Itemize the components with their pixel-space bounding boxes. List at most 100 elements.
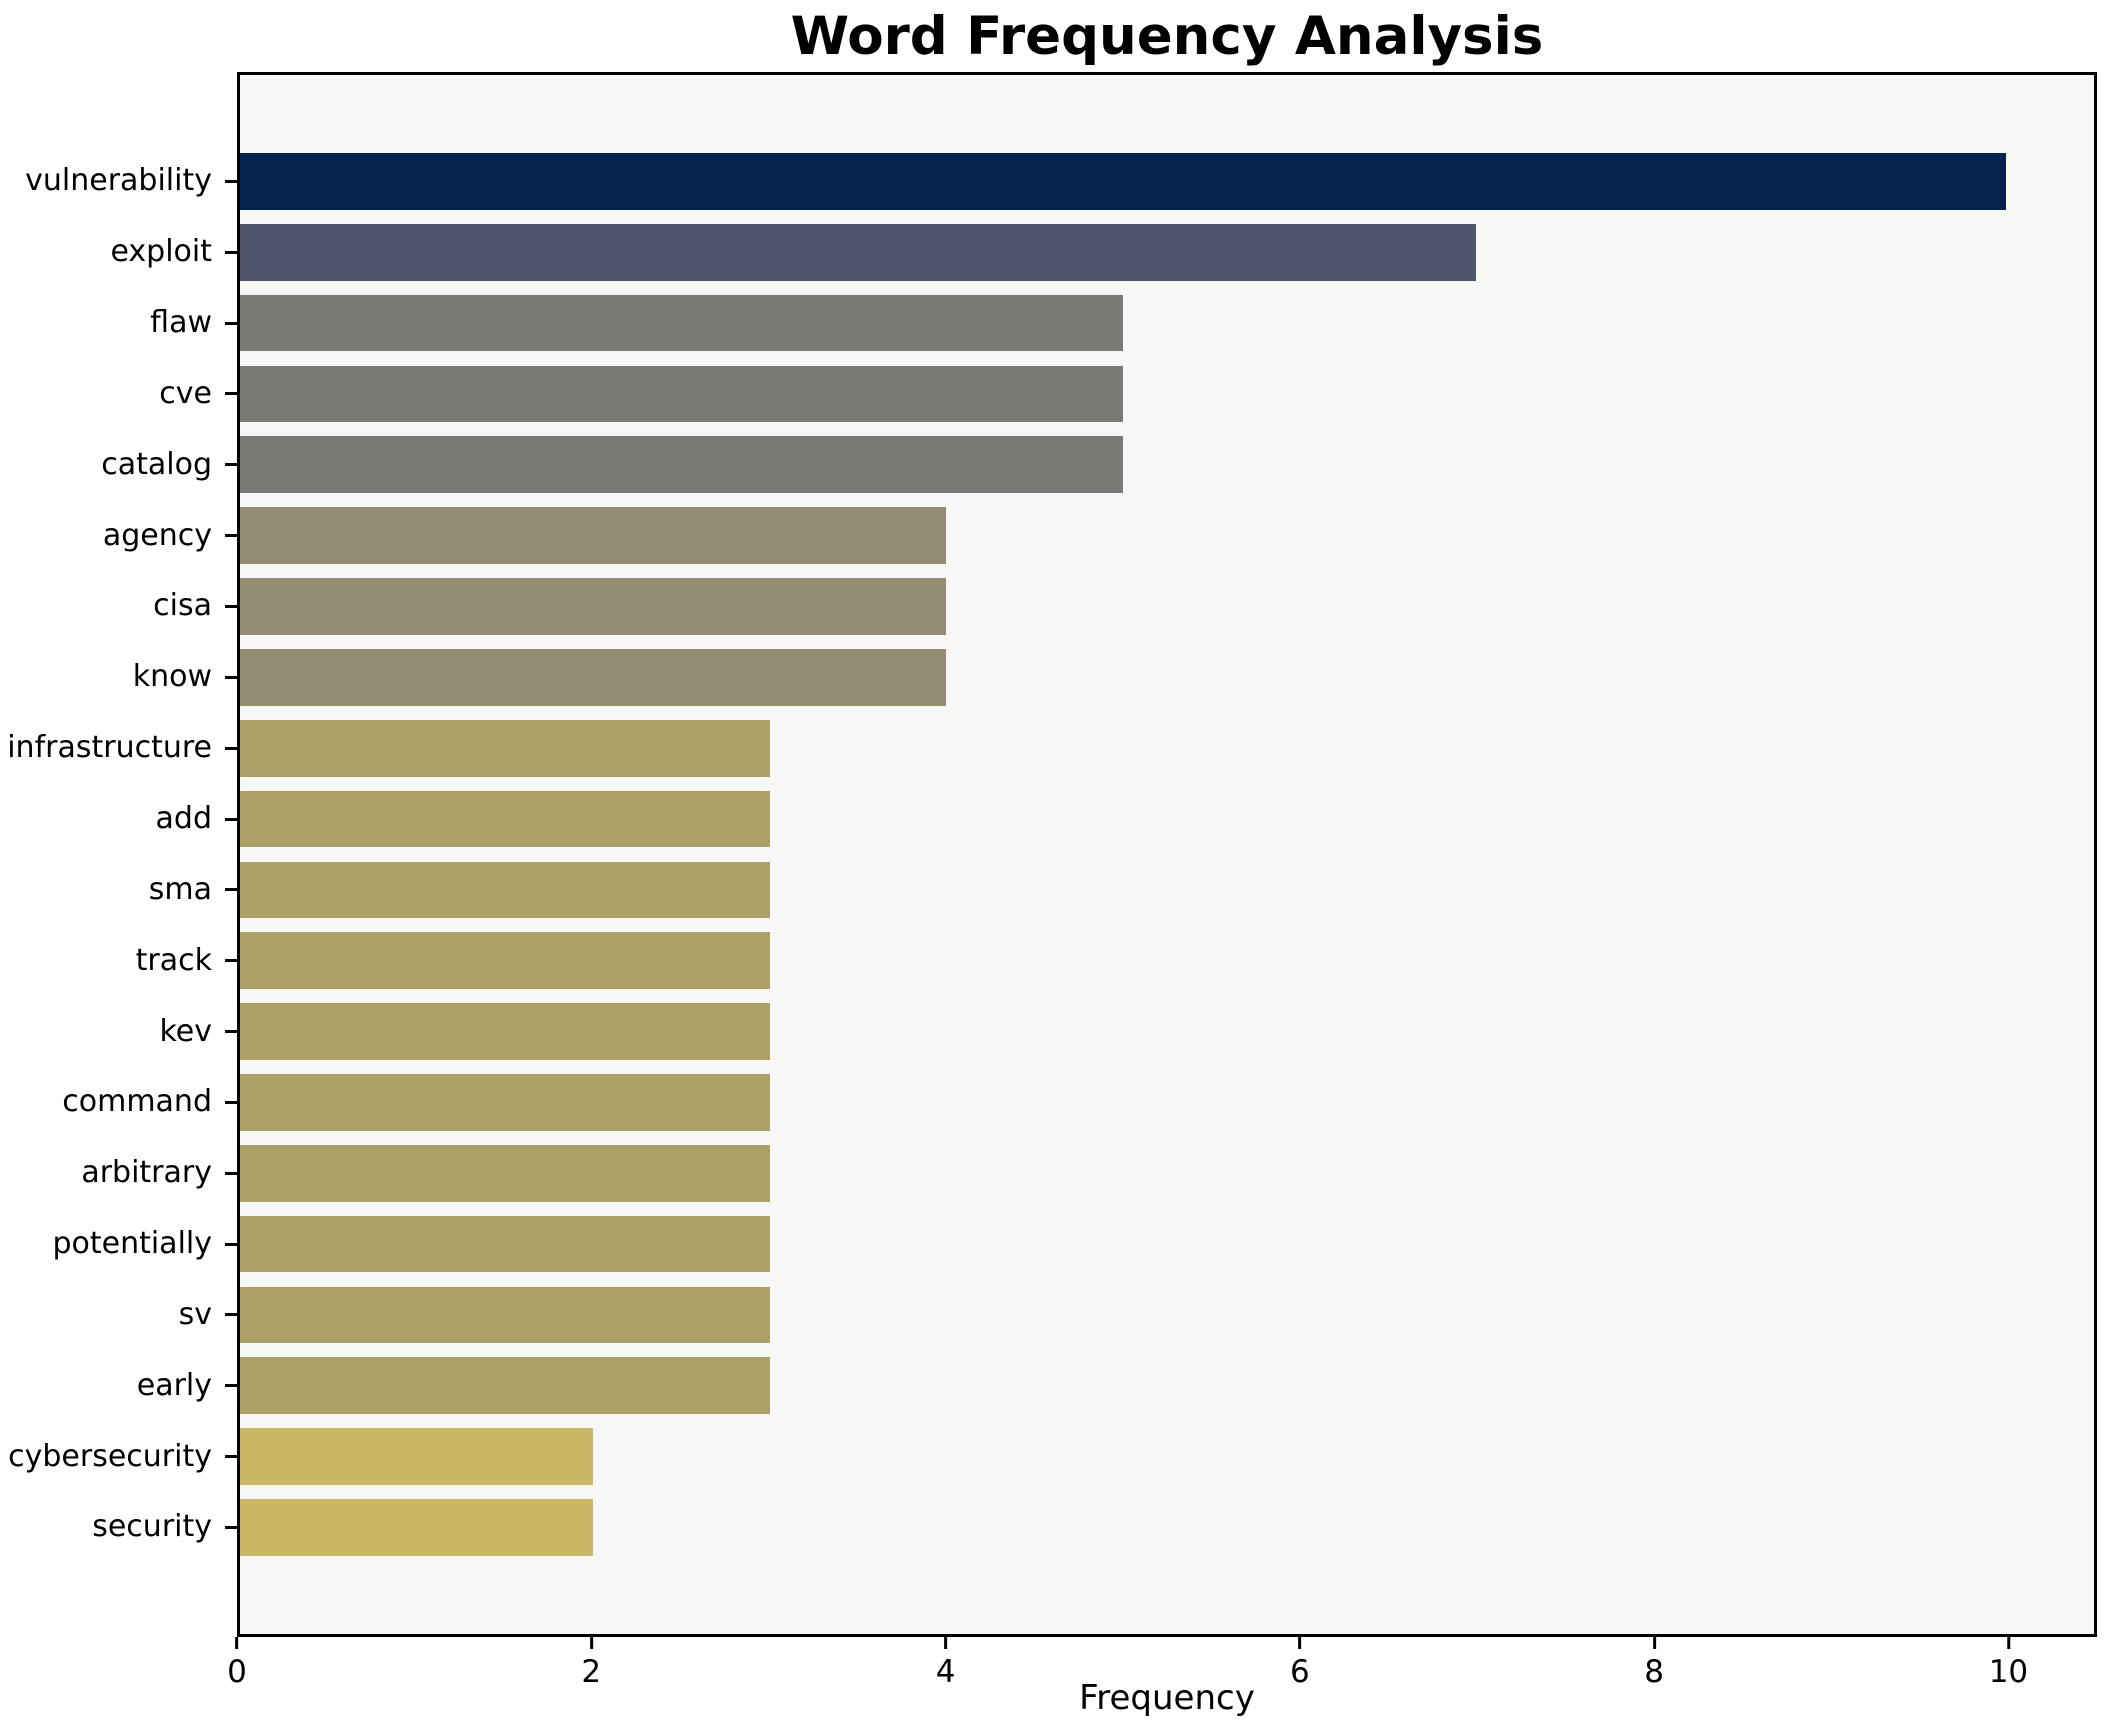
- y-tick-row: cybersecurity: [0, 1421, 237, 1492]
- y-tick-row: kev: [0, 996, 237, 1067]
- bar-vulnerability: [240, 153, 2006, 210]
- bar-row: [240, 713, 2094, 784]
- bar-row: [240, 996, 2094, 1067]
- x-tick-mark: [589, 1637, 593, 1649]
- x-tick: 8: [1644, 1637, 1664, 1688]
- x-tick-mark: [2006, 1637, 2010, 1649]
- x-tick-label: 8: [1644, 1654, 1665, 1690]
- x-tick-mark: [1652, 1637, 1656, 1649]
- bar-row: [240, 288, 2094, 359]
- y-tick-row: potentially: [0, 1209, 237, 1280]
- x-axis: 0 2 4 6 8 10: [227, 1637, 2097, 1717]
- y-tick-mark: [225, 1525, 237, 1529]
- y-tick-label: kev: [159, 1013, 212, 1049]
- bar-know: [240, 648, 947, 706]
- y-tick-row: infrastructure: [0, 713, 237, 784]
- y-tick-mark: [225, 675, 237, 679]
- bar-row: [240, 1209, 2094, 1280]
- y-tick-label: cve: [159, 375, 212, 411]
- y-tick-row: exploit: [0, 217, 237, 288]
- y-tick-row: early: [0, 1350, 237, 1421]
- y-tick-row: command: [0, 1067, 237, 1138]
- bar-infrastructure: [240, 719, 770, 777]
- y-tick-label: cisa: [153, 588, 212, 624]
- bar-row: [240, 571, 2094, 642]
- x-tick-label: 2: [581, 1654, 602, 1690]
- y-tick-row: sv: [0, 1280, 237, 1351]
- y-tick-mark: [225, 250, 237, 254]
- y-tick-label: exploit: [110, 234, 212, 270]
- bar-row: [240, 1492, 2094, 1563]
- y-tick-mark: [225, 179, 237, 183]
- bar-row: [240, 217, 2094, 288]
- y-tick-mark: [225, 1455, 237, 1459]
- y-tick-row: track: [0, 925, 237, 996]
- y-tick-row: sma: [0, 854, 237, 925]
- y-tick-label: arbitrary: [81, 1155, 212, 1191]
- bar-row: [240, 429, 2094, 500]
- y-tick-mark: [225, 392, 237, 396]
- plot-area: [237, 72, 2097, 1637]
- x-tick-mark: [1298, 1637, 1302, 1649]
- bar-cve: [240, 365, 1123, 423]
- y-tick-mark: [225, 1171, 237, 1175]
- bar-agency: [240, 507, 947, 564]
- y-tick-label: potentially: [52, 1226, 212, 1262]
- y-tick-label: cybersecurity: [8, 1438, 212, 1474]
- y-tick-row: flaw: [0, 288, 237, 359]
- x-tick: 10: [1989, 1637, 2028, 1688]
- y-tick-mark: [225, 888, 237, 892]
- bar-potentially: [240, 1215, 770, 1273]
- bar-row: [240, 1067, 2094, 1138]
- x-tick-mark: [235, 1637, 239, 1649]
- y-tick-label: know: [132, 659, 212, 695]
- y-tick-row: arbitrary: [0, 1138, 237, 1209]
- bar-sv: [240, 1286, 770, 1344]
- bar-cybersecurity: [240, 1428, 594, 1485]
- y-tick-label: flaw: [150, 305, 212, 341]
- y-tick-mark: [225, 604, 237, 608]
- bar-catalog: [240, 436, 1123, 494]
- x-tick-label: 4: [935, 1654, 956, 1690]
- x-axis-title: Frequency: [1079, 1678, 1255, 1718]
- y-tick-label: catalog: [101, 446, 212, 482]
- y-tick-label: track: [135, 942, 212, 978]
- y-tick-mark: [225, 959, 237, 963]
- x-tick-label: 10: [1988, 1654, 2029, 1690]
- y-tick-mark: [225, 1030, 237, 1034]
- y-tick-row: catalog: [0, 429, 237, 500]
- bar-cisa: [240, 578, 947, 635]
- bar-flaw: [240, 294, 1123, 352]
- y-tick-mark: [225, 746, 237, 750]
- y-tick-row: cve: [0, 359, 237, 430]
- bar-row: [240, 359, 2094, 430]
- x-tick: 4: [935, 1637, 956, 1690]
- bar-row: [240, 925, 2094, 996]
- y-tick-mark: [225, 1384, 237, 1388]
- bar-track: [240, 932, 770, 990]
- bar-row: [240, 500, 2094, 571]
- y-tick-mark: [225, 817, 237, 821]
- bar-row: [240, 1421, 2094, 1492]
- bar-command: [240, 1074, 770, 1131]
- bars-area: [240, 75, 2094, 1634]
- y-tick-label: sv: [178, 1296, 212, 1332]
- bar-kev: [240, 1003, 770, 1060]
- x-tick: 2: [581, 1637, 601, 1688]
- bar-row: [240, 642, 2094, 713]
- bar-exploit: [240, 223, 1476, 281]
- bar-early: [240, 1357, 770, 1415]
- bar-add: [240, 790, 770, 848]
- y-tick-row: cisa: [0, 571, 237, 642]
- chart-title: Word Frequency Analysis: [790, 6, 1544, 67]
- y-tick-label: early: [136, 1367, 212, 1403]
- y-tick-mark: [225, 534, 237, 538]
- bar-row: [240, 1280, 2094, 1351]
- bar-row: [240, 784, 2094, 855]
- x-tick-mark: [944, 1637, 948, 1649]
- y-tick-label: infrastructure: [7, 730, 212, 766]
- y-axis: vulnerability exploit flaw cve catalog agency…: [0, 72, 237, 1637]
- y-tick-row: vulnerability: [0, 146, 237, 217]
- y-tick-label: sma: [148, 871, 212, 907]
